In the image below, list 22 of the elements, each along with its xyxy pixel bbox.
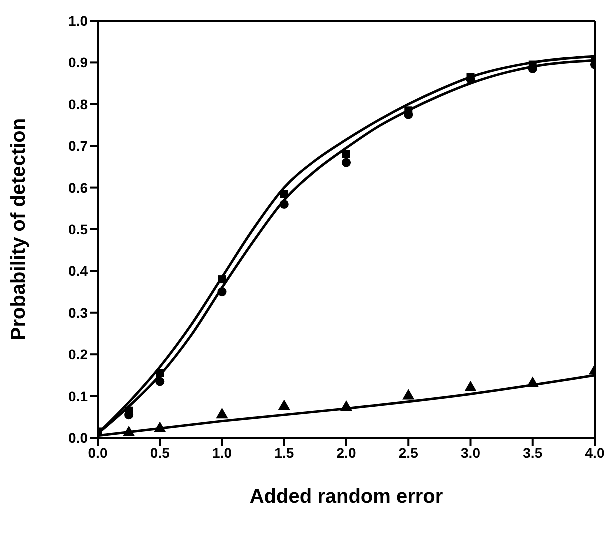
x-tick-label: 3.5: [523, 444, 543, 461]
x-tick-label: 0.5: [150, 444, 170, 461]
y-tick-label: 0.3: [68, 304, 88, 321]
x-tick-label: 1.5: [274, 444, 294, 461]
y-tick-label: 0.8: [68, 96, 88, 112]
x-tick-label: 0.0: [88, 444, 108, 461]
y-tick-label: 0.2: [68, 346, 88, 363]
y-tick-label: 0.1: [68, 388, 88, 404]
y-tick-label: 1.0: [68, 12, 88, 29]
y-tick-label: 0.6: [68, 180, 88, 196]
x-tick-label: 2.0: [336, 444, 356, 461]
x-tick-label: 3.0: [461, 444, 481, 461]
x-axis-title: Added random error: [250, 486, 444, 508]
y-tick-label: 0.9: [68, 54, 88, 71]
y-axis-title: Probability of detection: [8, 118, 30, 341]
y-tick-label: 0.5: [68, 221, 88, 238]
y-tick-label: 0.7: [68, 138, 88, 154]
y-tick-label: 0.0: [68, 430, 88, 446]
x-tick-label: 1.0: [212, 444, 232, 461]
x-tick-label: 4.0: [585, 444, 605, 461]
x-tick-label: 2.5: [398, 444, 419, 461]
y-tick-label: 0.4: [68, 263, 88, 280]
